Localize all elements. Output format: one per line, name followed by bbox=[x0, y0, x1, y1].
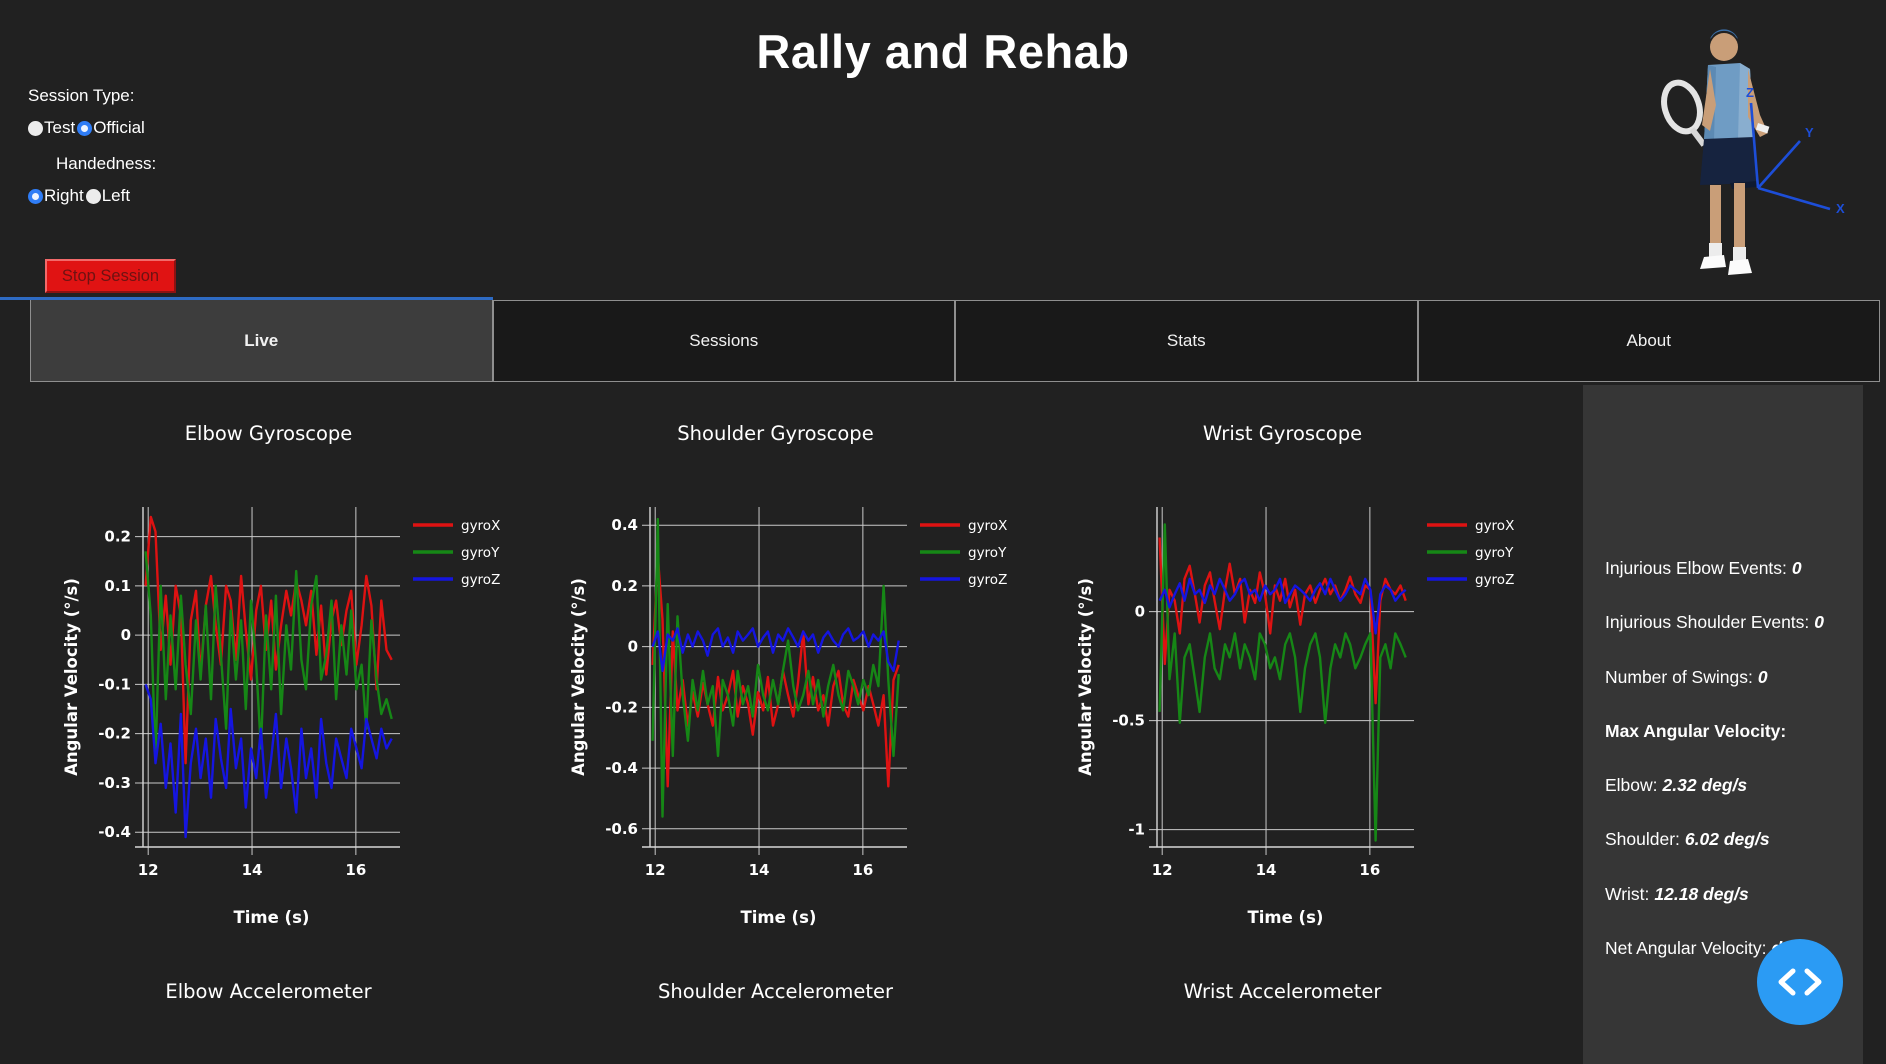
stat-max-elbow: Elbow: 2.32 deg/s bbox=[1605, 775, 1748, 795]
session-type-group: Test Official bbox=[28, 118, 156, 138]
main-tabs: Live Sessions Stats About bbox=[30, 300, 1880, 382]
max-angular-velocity-heading: Max Angular Velocity: bbox=[1605, 720, 1787, 741]
tab-live[interactable]: Live bbox=[30, 300, 493, 382]
svg-text:Time (s): Time (s) bbox=[234, 908, 310, 927]
stat-value: 0 bbox=[1791, 558, 1802, 578]
radio-left-label: Left bbox=[101, 186, 131, 205]
svg-text:-1: -1 bbox=[1128, 821, 1145, 839]
chevrons-icon bbox=[1778, 968, 1822, 996]
chart-title: Elbow Gyroscope bbox=[184, 422, 353, 445]
svg-text:gyroX: gyroX bbox=[461, 518, 500, 534]
radio-right-label: Right bbox=[44, 186, 84, 205]
session-type-label: Session Type: bbox=[28, 86, 135, 105]
svg-text:-0.3: -0.3 bbox=[98, 774, 131, 792]
svg-text:-0.4: -0.4 bbox=[98, 823, 131, 841]
stop-session-button[interactable]: Stop Session bbox=[45, 259, 176, 293]
stat-number-of-swings: Number of Swings: 0 bbox=[1605, 666, 1768, 687]
svg-text:12: 12 bbox=[645, 861, 666, 879]
chart-title: Wrist Gyroscope bbox=[1202, 422, 1363, 445]
radio-official[interactable] bbox=[77, 120, 93, 136]
svg-text:gyroX: gyroX bbox=[1475, 518, 1514, 534]
svg-text:0.4: 0.4 bbox=[611, 516, 638, 534]
svg-text:12: 12 bbox=[138, 861, 159, 879]
chart-title-wrist-accelerometer: Wrist Accelerometer bbox=[1183, 980, 1382, 1003]
svg-text:-0.5: -0.5 bbox=[1112, 712, 1145, 730]
stat-value: 0 bbox=[1814, 612, 1825, 633]
wrist-gyroscope-chart: 12 14 16 0 -0.5 -1 gyroX gyroY gyroZ Angular Velo… bbox=[1076, 507, 1514, 927]
elbow-gyroscope-chart: 12 14 16 0.2 0.1 0 -0.1 -0.2 -0.3 -0.4 gyroX gyroY g… bbox=[62, 507, 500, 927]
svg-text:gyroZ: gyroZ bbox=[968, 572, 1007, 588]
stat-injurious-elbow-events: Injurious Elbow Events: 0 bbox=[1605, 558, 1802, 578]
radio-official-label: Official bbox=[93, 118, 145, 137]
stat-value: 0 bbox=[1757, 666, 1768, 687]
axis-y-label: Y bbox=[1805, 125, 1814, 140]
stat-value: 12.18 deg/s bbox=[1654, 883, 1749, 904]
chart-panel-elbow-gyroscope: Elbow Gyroscope 12 14 16 0.2 0.1 0 -0.1 -0.2 -0.… bbox=[15, 390, 522, 1003]
svg-text:-0.1: -0.1 bbox=[98, 675, 131, 693]
stat-max-shoulder: Shoulder: 6.02 deg/s bbox=[1605, 829, 1770, 850]
svg-text:Time (s): Time (s) bbox=[1248, 908, 1324, 927]
svg-text:gyroX: gyroX bbox=[968, 518, 1007, 534]
stat-max-wrist: Wrist: 12.18 deg/s bbox=[1605, 883, 1749, 904]
svg-text:gyroY: gyroY bbox=[968, 545, 1007, 561]
svg-text:0: 0 bbox=[628, 638, 638, 656]
session-controls: Session Type: Test Official Handedness: … bbox=[28, 86, 156, 210]
svg-text:14: 14 bbox=[242, 861, 263, 879]
svg-text:Angular Velocity (°/s): Angular Velocity (°/s) bbox=[1076, 578, 1095, 776]
chart-panel-shoulder-gyroscope: Shoulder Gyroscope 12 14 16 0.4 0.2 0 -0.2 -0.4… bbox=[522, 390, 1029, 1003]
stat-value: 2.32 deg/s bbox=[1662, 775, 1748, 795]
sensor-axes-labels: Z Y X bbox=[1746, 85, 1845, 216]
tab-sessions[interactable]: Sessions bbox=[492, 300, 955, 382]
svg-text:0: 0 bbox=[1135, 603, 1145, 621]
svg-text:0: 0 bbox=[121, 626, 131, 644]
radio-right[interactable] bbox=[28, 188, 43, 204]
svg-text:gyroZ: gyroZ bbox=[1475, 572, 1514, 588]
svg-text:16: 16 bbox=[852, 861, 873, 879]
svg-text:Time (s): Time (s) bbox=[741, 908, 817, 927]
handedness-group: Right Left bbox=[28, 186, 156, 206]
svg-text:12: 12 bbox=[1152, 861, 1173, 879]
svg-text:Angular Velocity (°/s): Angular Velocity (°/s) bbox=[62, 578, 81, 776]
tab-about[interactable]: About bbox=[1417, 300, 1880, 382]
chart-title: Shoulder Gyroscope bbox=[677, 422, 874, 445]
svg-text:0.2: 0.2 bbox=[104, 528, 131, 546]
tennis-player-image: Z Y X bbox=[1661, 29, 1845, 275]
player-figure bbox=[1700, 29, 1770, 275]
svg-text:-0.6: -0.6 bbox=[605, 820, 638, 838]
svg-text:-0.2: -0.2 bbox=[98, 725, 131, 743]
radio-test-label: Test bbox=[44, 118, 76, 137]
chart-title-elbow-accelerometer: Elbow Accelerometer bbox=[165, 980, 372, 1003]
svg-text:0.1: 0.1 bbox=[104, 577, 131, 595]
handedness-label: Handedness: bbox=[56, 154, 157, 173]
radio-test[interactable] bbox=[28, 120, 43, 136]
svg-text:gyroY: gyroY bbox=[1475, 545, 1514, 561]
stat-injurious-shoulder-events: Injurious Shoulder Events: 0 bbox=[1605, 612, 1825, 633]
axis-x-label: X bbox=[1836, 201, 1845, 216]
tab-stats[interactable]: Stats bbox=[955, 300, 1418, 382]
chart-panel-wrist-gyroscope: Wrist Gyroscope 12 14 16 0 -0.5 -1 gyroX gyroY g… bbox=[1029, 390, 1536, 1003]
active-tab-indicator bbox=[0, 297, 493, 300]
axis-z-label: Z bbox=[1746, 85, 1754, 100]
svg-text:16: 16 bbox=[345, 861, 366, 879]
chart-title-shoulder-accelerometer: Shoulder Accelerometer bbox=[657, 980, 894, 1003]
svg-text:gyroZ: gyroZ bbox=[461, 572, 500, 588]
svg-text:gyroY: gyroY bbox=[461, 545, 500, 561]
svg-text:16: 16 bbox=[1359, 861, 1380, 879]
svg-text:0.2: 0.2 bbox=[611, 577, 638, 595]
tennis-racket bbox=[1661, 79, 1707, 147]
expand-collapse-button[interactable] bbox=[1757, 939, 1843, 1025]
svg-text:14: 14 bbox=[1256, 861, 1277, 879]
svg-text:14: 14 bbox=[749, 861, 770, 879]
sensor-axes-icon bbox=[1749, 102, 1831, 211]
svg-text:-0.2: -0.2 bbox=[605, 698, 638, 716]
radio-left[interactable] bbox=[85, 188, 101, 204]
stat-value: 6.02 deg/s bbox=[1684, 829, 1770, 850]
shoulder-gyroscope-chart: 12 14 16 0.4 0.2 0 -0.2 -0.4 -0.6 gyroX gyroY gyroZ… bbox=[569, 507, 1007, 927]
svg-text:Angular Velocity (°/s): Angular Velocity (°/s) bbox=[569, 578, 588, 776]
svg-text:-0.4: -0.4 bbox=[605, 759, 638, 777]
page-title: Rally and Rehab bbox=[756, 25, 1130, 78]
